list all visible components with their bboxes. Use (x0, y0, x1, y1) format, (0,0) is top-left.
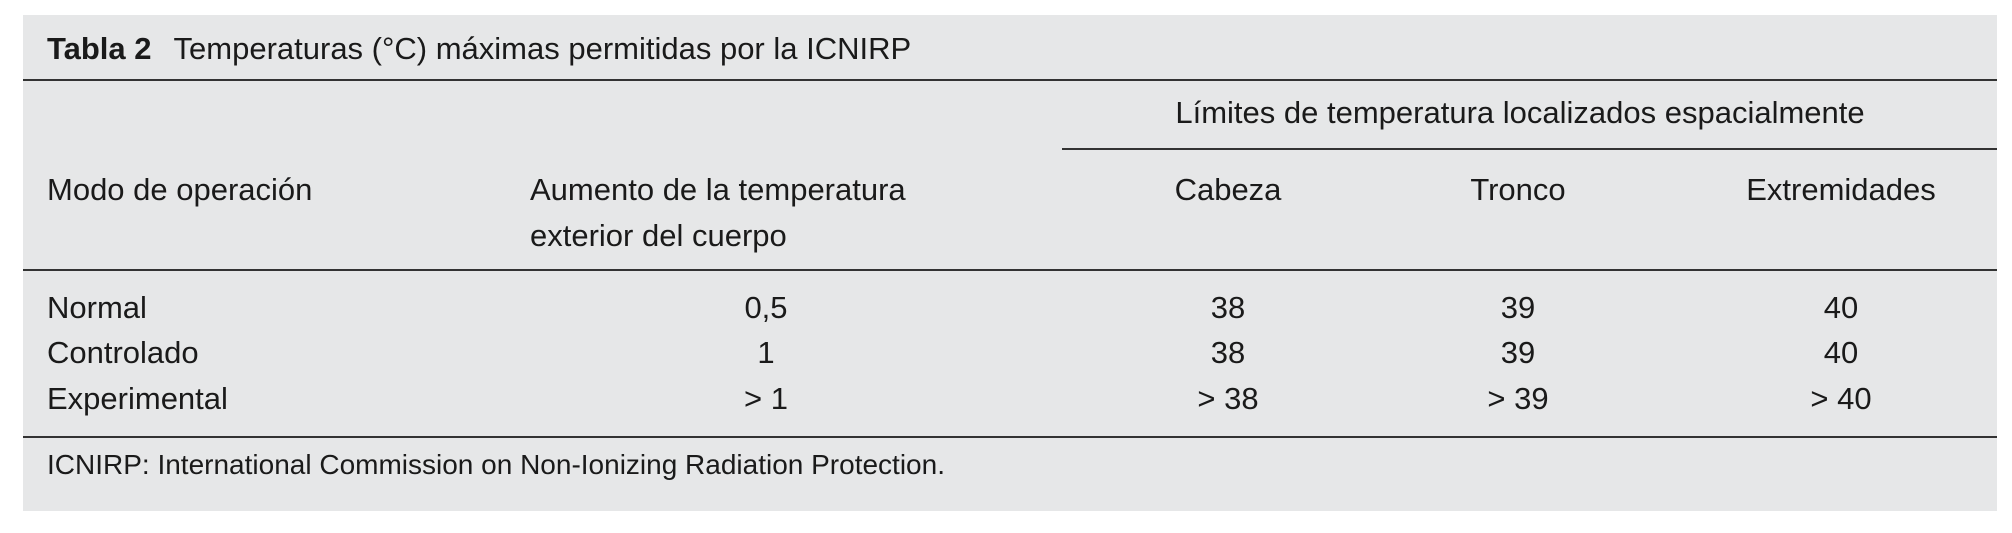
cell: 0,5 (744, 290, 788, 325)
cell: > 1 (744, 381, 788, 416)
cell: > 38 (1197, 381, 1259, 416)
rule (23, 79, 1997, 81)
row-label: Controlado (47, 335, 199, 370)
column-header: Aumento de la temperatura exterior del cu… (530, 172, 1030, 254)
footnote: ICNIRP: International Commission on Non-… (47, 449, 945, 480)
column-header: Extremidades (1746, 172, 1936, 207)
group-header: Límites de temperatura localizados espac… (1175, 95, 1865, 130)
header-line: Aumento de la temperatura (530, 172, 906, 207)
cell: 1 (757, 335, 775, 370)
row-label: Normal (47, 290, 147, 325)
row-label: Experimental (47, 381, 228, 416)
table-caption: Tabla 2 Temperaturas (°C) máximas permiti… (47, 31, 911, 67)
cell: 40 (1823, 335, 1859, 370)
column-header: Cabeza (1174, 172, 1282, 207)
caption-label: Tabla 2 (47, 31, 152, 66)
column-header: Tronco (1470, 172, 1566, 207)
cell: > 40 (1810, 381, 1872, 416)
rule (23, 436, 1997, 438)
cell: 38 (1210, 290, 1246, 325)
column-header: Modo de operación (47, 172, 313, 207)
cell: > 39 (1487, 381, 1549, 416)
cell: 39 (1500, 335, 1536, 370)
rule (23, 269, 1997, 271)
cell: 40 (1823, 290, 1859, 325)
header-line: exterior del cuerpo (530, 218, 787, 253)
cell: 38 (1210, 335, 1246, 370)
rule (1062, 148, 1997, 150)
cell: 39 (1500, 290, 1536, 325)
caption-text: Temperaturas (°C) máximas permitidas por… (173, 31, 912, 66)
table-panel: Tabla 2 Temperaturas (°C) máximas permiti… (23, 15, 1997, 511)
